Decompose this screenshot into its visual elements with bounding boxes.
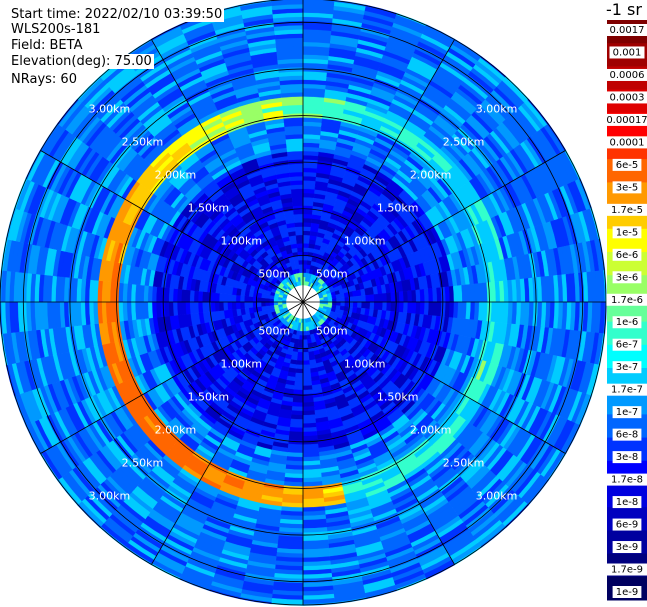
range-ring-label: 1.00km: [344, 234, 386, 247]
range-ring-label: 1.50km: [377, 391, 419, 404]
range-ring-label: 2.50km: [443, 457, 485, 470]
range-ring-label: 2.50km: [443, 135, 485, 148]
colorbar-label: 1e-7: [616, 407, 639, 418]
range-ring-label: 500m: [258, 267, 290, 280]
elevation-label: Elevation(deg): 75.00: [11, 54, 154, 69]
range-ring-label: 500m: [316, 267, 348, 280]
colorbar-label: 1e-6: [616, 317, 639, 328]
colorbar-label: 1.7e-8: [611, 475, 643, 486]
colorbar-label: 1e-5: [616, 227, 639, 238]
range-ring-label: 2.50km: [122, 457, 164, 470]
colorbar-label: 6e-6: [616, 250, 639, 261]
range-ring-label: 3.00km: [89, 490, 131, 503]
colorbar-label: 3e-7: [616, 362, 639, 373]
range-ring-label: 2.50km: [122, 135, 164, 148]
colorbar-label: 1e-9: [616, 587, 639, 598]
colorbar-label: 3e-5: [616, 182, 639, 193]
range-ring-label: 1.50km: [188, 391, 230, 404]
colorbar-label: 6e-7: [616, 340, 639, 351]
colorbar-label: 1e-8: [616, 497, 639, 508]
range-ring-label: 2.00km: [410, 168, 452, 181]
colorbar-unit-label: -1 sr: [606, 0, 642, 19]
start-time-label: Start time: 2022/02/10 03:39:50: [11, 7, 225, 22]
colorbar-label: 0.0006: [610, 70, 645, 81]
colorbar-label: 0.00017: [606, 115, 647, 126]
colorbar-label: 1.7e-7: [611, 385, 643, 396]
range-ring-label: 500m: [258, 325, 290, 338]
colorbar: 0.0017 0.001 0.0006 0.0003 0.00017 0.0001 6e-5…: [603, 20, 647, 601]
colorbar-label: 0.0003: [610, 92, 645, 103]
colorbar-label: 3e-9: [616, 542, 639, 553]
range-ring-label: 3.00km: [89, 102, 131, 115]
range-ring-label: 2.00km: [155, 424, 197, 437]
range-ring-label: 2.00km: [155, 168, 197, 181]
colorbar-label: 0.0017: [610, 25, 645, 36]
colorbar-label: 1.7e-9: [611, 565, 643, 576]
range-ring-label: 1.50km: [377, 201, 419, 214]
range-ring-label: 1.00km: [344, 358, 386, 371]
range-ring-label: 1.50km: [188, 201, 230, 214]
field-label: Field: BETA: [11, 38, 85, 53]
colorbar-label: 6e-5: [616, 160, 639, 171]
instrument-label: WLS200s-181: [11, 22, 103, 37]
colorbar-label: 1.7e-6: [611, 295, 643, 306]
colorbar-label: 6e-8: [616, 430, 639, 441]
colorbar-label: 3e-8: [616, 452, 639, 463]
colorbar-label: 3e-6: [616, 272, 639, 283]
range-ring-label: 1.00km: [221, 358, 263, 371]
ppi-sectors: [0, 0, 607, 606]
colorbar-label: 1.7e-5: [611, 205, 643, 216]
range-ring-label: 500m: [316, 325, 348, 338]
range-ring-label: 1.00km: [221, 234, 263, 247]
nrays-label: NRays: 60: [11, 72, 79, 87]
colorbar-label: 0.0001: [610, 137, 645, 148]
range-ring-label: 3.00km: [476, 102, 518, 115]
colorbar-label: 0.001: [613, 47, 642, 58]
range-ring-label: 2.00km: [410, 424, 452, 437]
colorbar-label: 6e-9: [616, 520, 639, 531]
range-ring-label: 3.00km: [476, 490, 518, 503]
